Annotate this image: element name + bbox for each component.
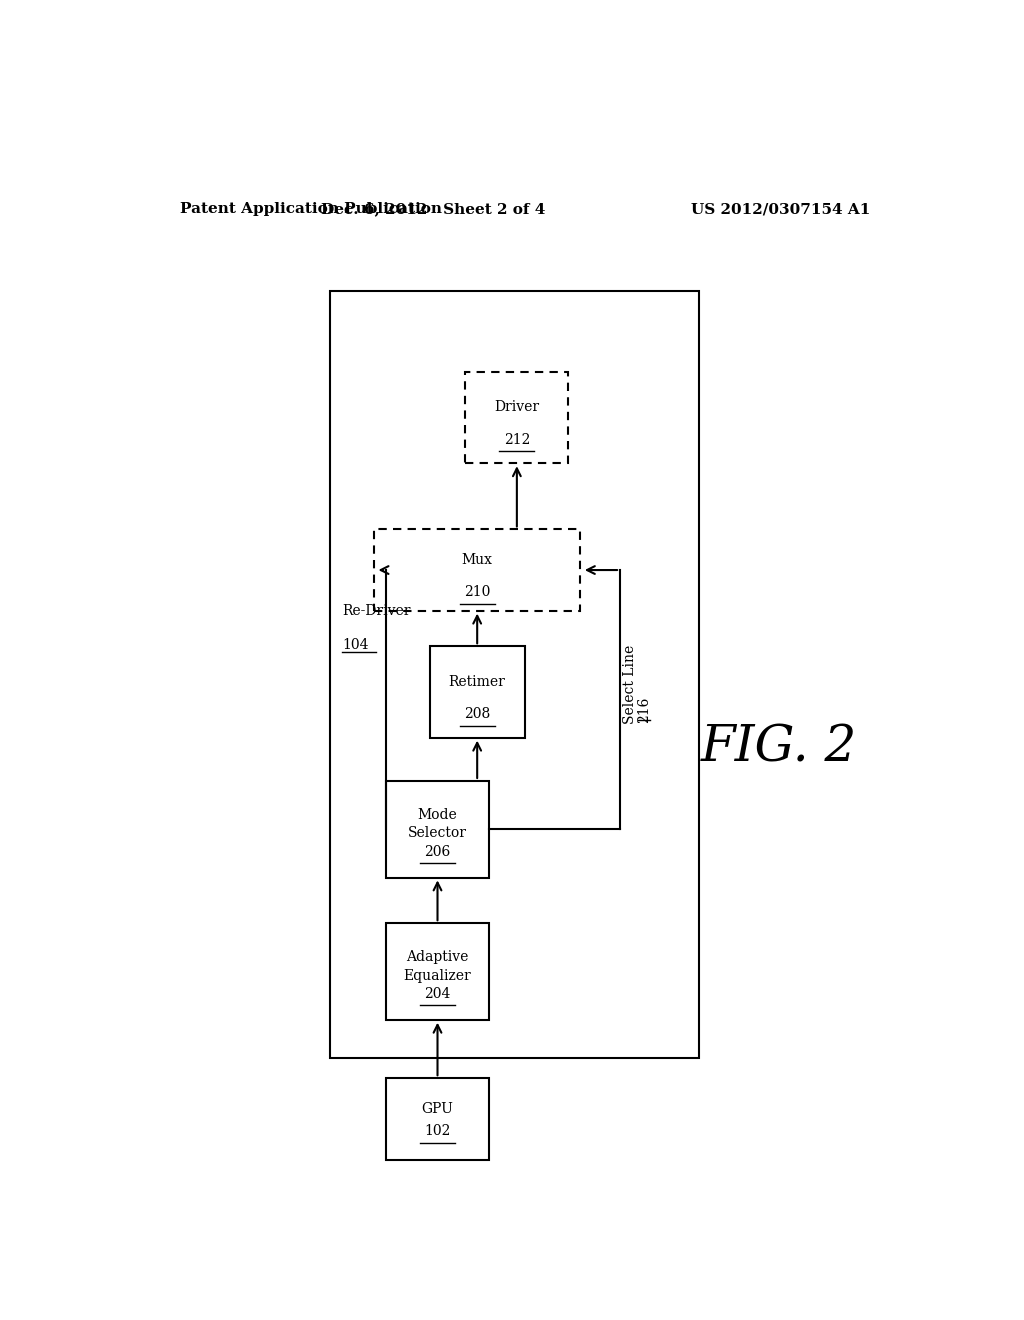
- Text: US 2012/0307154 A1: US 2012/0307154 A1: [690, 202, 870, 216]
- Bar: [386, 1078, 489, 1159]
- Text: 212: 212: [504, 433, 530, 447]
- Bar: [386, 923, 489, 1020]
- Bar: [465, 372, 568, 463]
- Bar: [430, 647, 525, 738]
- Text: Selector: Selector: [408, 826, 467, 841]
- Text: Mux: Mux: [462, 553, 493, 566]
- Text: Re-Driver: Re-Driver: [342, 603, 411, 618]
- Bar: [374, 529, 581, 611]
- Text: 210: 210: [464, 585, 490, 599]
- Text: 102: 102: [424, 1125, 451, 1138]
- Text: 204: 204: [424, 987, 451, 1001]
- Text: Equalizer: Equalizer: [403, 969, 471, 982]
- Text: Driver: Driver: [495, 400, 540, 414]
- Text: 104: 104: [342, 638, 369, 652]
- Text: Adaptive: Adaptive: [407, 950, 469, 965]
- Text: 216: 216: [637, 697, 651, 723]
- Bar: [331, 290, 699, 1057]
- Bar: [386, 781, 489, 878]
- Text: 208: 208: [464, 708, 490, 721]
- Text: GPU: GPU: [422, 1102, 454, 1115]
- Text: Patent Application Publication: Patent Application Publication: [179, 202, 441, 216]
- Text: Dec. 6, 2012   Sheet 2 of 4: Dec. 6, 2012 Sheet 2 of 4: [322, 202, 546, 216]
- Text: Retimer: Retimer: [449, 675, 506, 689]
- Text: 206: 206: [424, 845, 451, 858]
- Text: FIG. 2: FIG. 2: [700, 723, 857, 772]
- Text: Mode: Mode: [418, 808, 458, 822]
- Text: Select Line: Select Line: [623, 644, 637, 723]
